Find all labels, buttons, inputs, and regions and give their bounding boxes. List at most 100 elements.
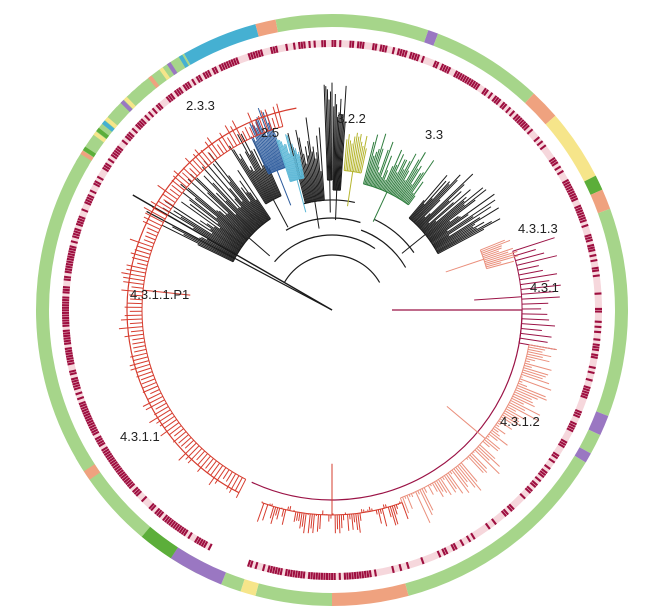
tree-branch (133, 345, 146, 349)
marker-ring-tick (202, 72, 208, 80)
tree-branch (412, 181, 450, 222)
marker-ring-tick (89, 189, 97, 195)
marker-ring-tick (135, 490, 143, 497)
tree-branch (178, 434, 189, 444)
marker-ring-tick (533, 136, 541, 143)
marker-ring-tick (348, 572, 352, 580)
marker-ring-tick (584, 233, 592, 238)
marker-ring-tick (115, 147, 122, 154)
marker-ring-tick (78, 215, 86, 220)
marker-ring-tick (331, 40, 334, 48)
tree-branch (240, 206, 260, 229)
tree-branch (206, 460, 217, 474)
tree-branch (207, 151, 215, 161)
marker-ring-tick (110, 461, 118, 467)
marker-ring-tick (403, 50, 408, 58)
marker-ring-tick (158, 511, 165, 518)
tree-branch (200, 149, 212, 164)
tree-branch (366, 151, 378, 186)
marker-ring-tick (297, 570, 301, 579)
marker-ring-tick (157, 102, 164, 110)
tree-branch (249, 192, 270, 221)
tree-branch (316, 152, 322, 201)
marker-ring-tick (484, 522, 491, 530)
tree-branch (262, 111, 284, 169)
marker-ring-tick (230, 59, 235, 67)
marker-ring-tick (180, 527, 187, 535)
marker-ring-tick (65, 352, 73, 356)
tree-branch (434, 207, 499, 248)
marker-ring-tick (151, 107, 158, 115)
outer-ring-segment (275, 14, 429, 43)
marker-ring-tick (325, 572, 329, 580)
tree-branch (520, 376, 523, 378)
tree-branch (435, 221, 485, 251)
tree-branch (241, 130, 248, 141)
tree-branch (262, 165, 279, 198)
marker-ring-tick (136, 121, 144, 129)
marker-ring-tick (174, 523, 181, 531)
tree-branch (294, 148, 303, 179)
marker-ring-tick (78, 400, 86, 406)
tree-branch (357, 145, 364, 173)
tree-branch (395, 180, 406, 198)
tree-branch (229, 181, 264, 225)
marker-ring-tick (259, 49, 264, 57)
tree-branch (474, 296, 522, 301)
marker-ring-tick (539, 144, 547, 151)
marker-ring-tick (83, 412, 91, 418)
tree-branch (420, 222, 430, 231)
marker-ring-tick (120, 473, 128, 480)
marker-ring-tick (526, 485, 533, 492)
marker-ring-tick (107, 158, 115, 164)
marker-ring-tick (551, 161, 559, 167)
tree-branch (244, 151, 273, 201)
tree-branch (436, 227, 477, 252)
tree-branch (430, 230, 448, 243)
marker-ring-tick (398, 48, 403, 57)
tree-branch (323, 84, 328, 181)
marker-ring-tick (381, 44, 386, 53)
tree-branch (129, 360, 150, 367)
tree-branch (285, 143, 297, 181)
tree-branch (216, 210, 249, 239)
tree-branch (520, 284, 561, 290)
tree-branch (393, 153, 417, 196)
tree-branch (211, 232, 240, 252)
marker-ring-tick (277, 567, 281, 575)
tree-branch (216, 144, 225, 155)
marker-ring-tick (76, 396, 85, 401)
tree-branch (180, 437, 192, 447)
tree-branch (301, 513, 305, 527)
tree-branch (446, 406, 486, 439)
marker-ring-tick (519, 493, 526, 500)
tree-branch (441, 476, 445, 481)
marker-ring-tick (87, 193, 95, 199)
marker-ring-tick (591, 353, 599, 357)
tree-branch (382, 165, 394, 191)
tree-branch (417, 490, 420, 495)
marker-ring-tick (62, 304, 70, 307)
marker-ring-tick (206, 69, 212, 77)
marker-ring-tick (384, 45, 388, 53)
marker-ring-tick (63, 334, 71, 338)
tree-branch (181, 201, 243, 247)
tree-branch (249, 201, 267, 223)
marker-ring-tick (512, 113, 519, 121)
marker-ring-tick (554, 165, 562, 172)
tree-branch (281, 509, 287, 525)
tree-branch (149, 409, 171, 424)
marker-ring-tick (453, 70, 459, 78)
marker-ring-tick (65, 354, 74, 358)
tree-branch (145, 212, 164, 223)
marker-ring-tick (534, 476, 542, 483)
tree-branch (401, 184, 413, 201)
marker-ring-tick (470, 532, 476, 540)
marker-ring-tick (66, 260, 74, 264)
tree-branch (523, 367, 549, 376)
tree-branch (276, 508, 281, 520)
tree-branch (227, 213, 252, 236)
tree-branch (178, 442, 197, 461)
tree-branch (256, 117, 278, 171)
tree-branch (272, 106, 280, 128)
